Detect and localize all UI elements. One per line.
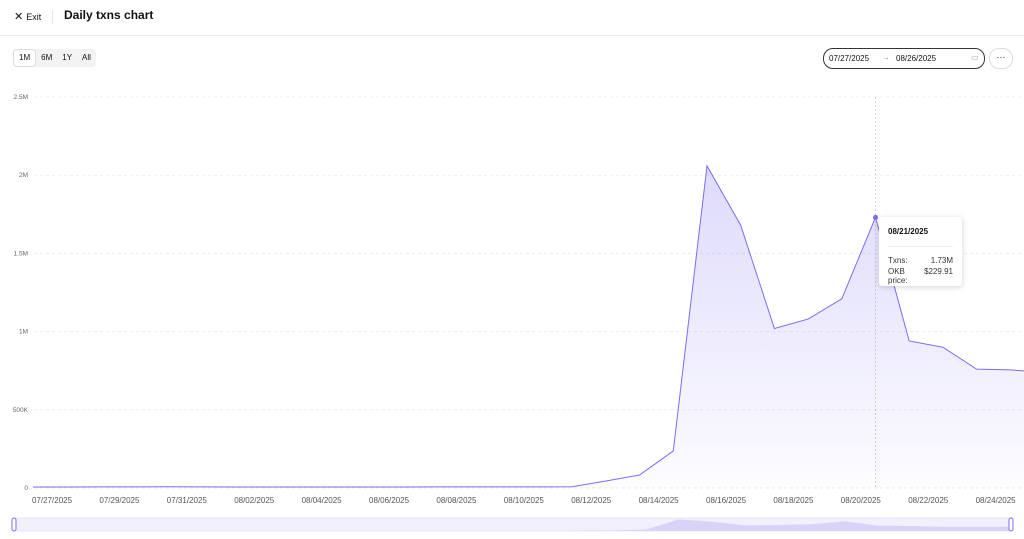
- x-tick-label: 08/24/2025: [976, 496, 1017, 505]
- y-tick-label: 1.5M: [14, 250, 28, 257]
- date-to: 08/26/2025: [896, 54, 937, 63]
- y-tick-label: 2.5M: [14, 94, 28, 101]
- tooltip: 08/21/2025 Txns: 1.73M OKB price: $229.91: [879, 217, 962, 286]
- x-tick-label: 08/02/2025: [234, 496, 275, 505]
- x-tick-label: 08/16/2025: [706, 496, 747, 505]
- date-range[interactable]: 07/27/2025 → 08/26/2025 ▭: [823, 48, 985, 69]
- x-tick-label: 08/10/2025: [504, 496, 545, 505]
- y-tick-label: 0: [24, 485, 28, 492]
- tooltip-label: Txns:: [888, 256, 908, 265]
- x-tick-label: 08/20/2025: [841, 496, 882, 505]
- range-button[interactable]: 6M: [41, 53, 53, 62]
- separator: [52, 10, 53, 24]
- range-group: 1M 6M 1Y All: [13, 49, 96, 67]
- x-tick-label: 08/22/2025: [908, 496, 949, 505]
- tooltip-date: 08/21/2025: [888, 227, 929, 236]
- range-button[interactable]: 1M: [13, 49, 37, 67]
- navigator-handle[interactable]: [11, 517, 17, 532]
- range-button[interactable]: 1Y: [62, 53, 73, 62]
- page-title: Daily txns chart: [64, 8, 154, 22]
- header: ✕ Exit Daily txns chart: [0, 0, 1024, 36]
- y-tick-label: 1M: [19, 329, 28, 336]
- x-tick-label: 08/14/2025: [639, 496, 680, 505]
- tooltip-label: OKB price:: [888, 267, 908, 285]
- tooltip-value: 1.73M: [930, 256, 953, 265]
- x-tick-label: 08/18/2025: [773, 496, 814, 505]
- tooltip-value: $229.91: [924, 267, 953, 276]
- exit-button[interactable]: ✕ Exit: [14, 11, 42, 23]
- area: [33, 165, 1024, 488]
- navigator-handle[interactable]: [1008, 517, 1014, 532]
- x-tick-label: 08/08/2025: [436, 496, 477, 505]
- more-button[interactable]: ···: [989, 48, 1013, 69]
- divider: [888, 246, 953, 247]
- calendar-icon: ▭: [971, 53, 979, 62]
- x-tick-label: 08/04/2025: [302, 496, 343, 505]
- x-tick-label: 07/31/2025: [167, 496, 208, 505]
- exit-label: Exit: [26, 11, 42, 22]
- x-tick-label: 08/12/2025: [571, 496, 612, 505]
- x-tick-label: 07/27/2025: [32, 496, 73, 505]
- y-tick-label: 2M: [19, 172, 28, 179]
- x-tick-label: 07/29/2025: [99, 496, 140, 505]
- y-tick-label: 500K: [13, 407, 29, 414]
- navigator-area: [14, 519, 1011, 531]
- x-tick-label: 08/06/2025: [369, 496, 410, 505]
- arrow: →: [882, 53, 890, 62]
- hover-point: [873, 214, 878, 220]
- date-from: 07/27/2025: [829, 54, 870, 63]
- range-button[interactable]: All: [82, 53, 91, 62]
